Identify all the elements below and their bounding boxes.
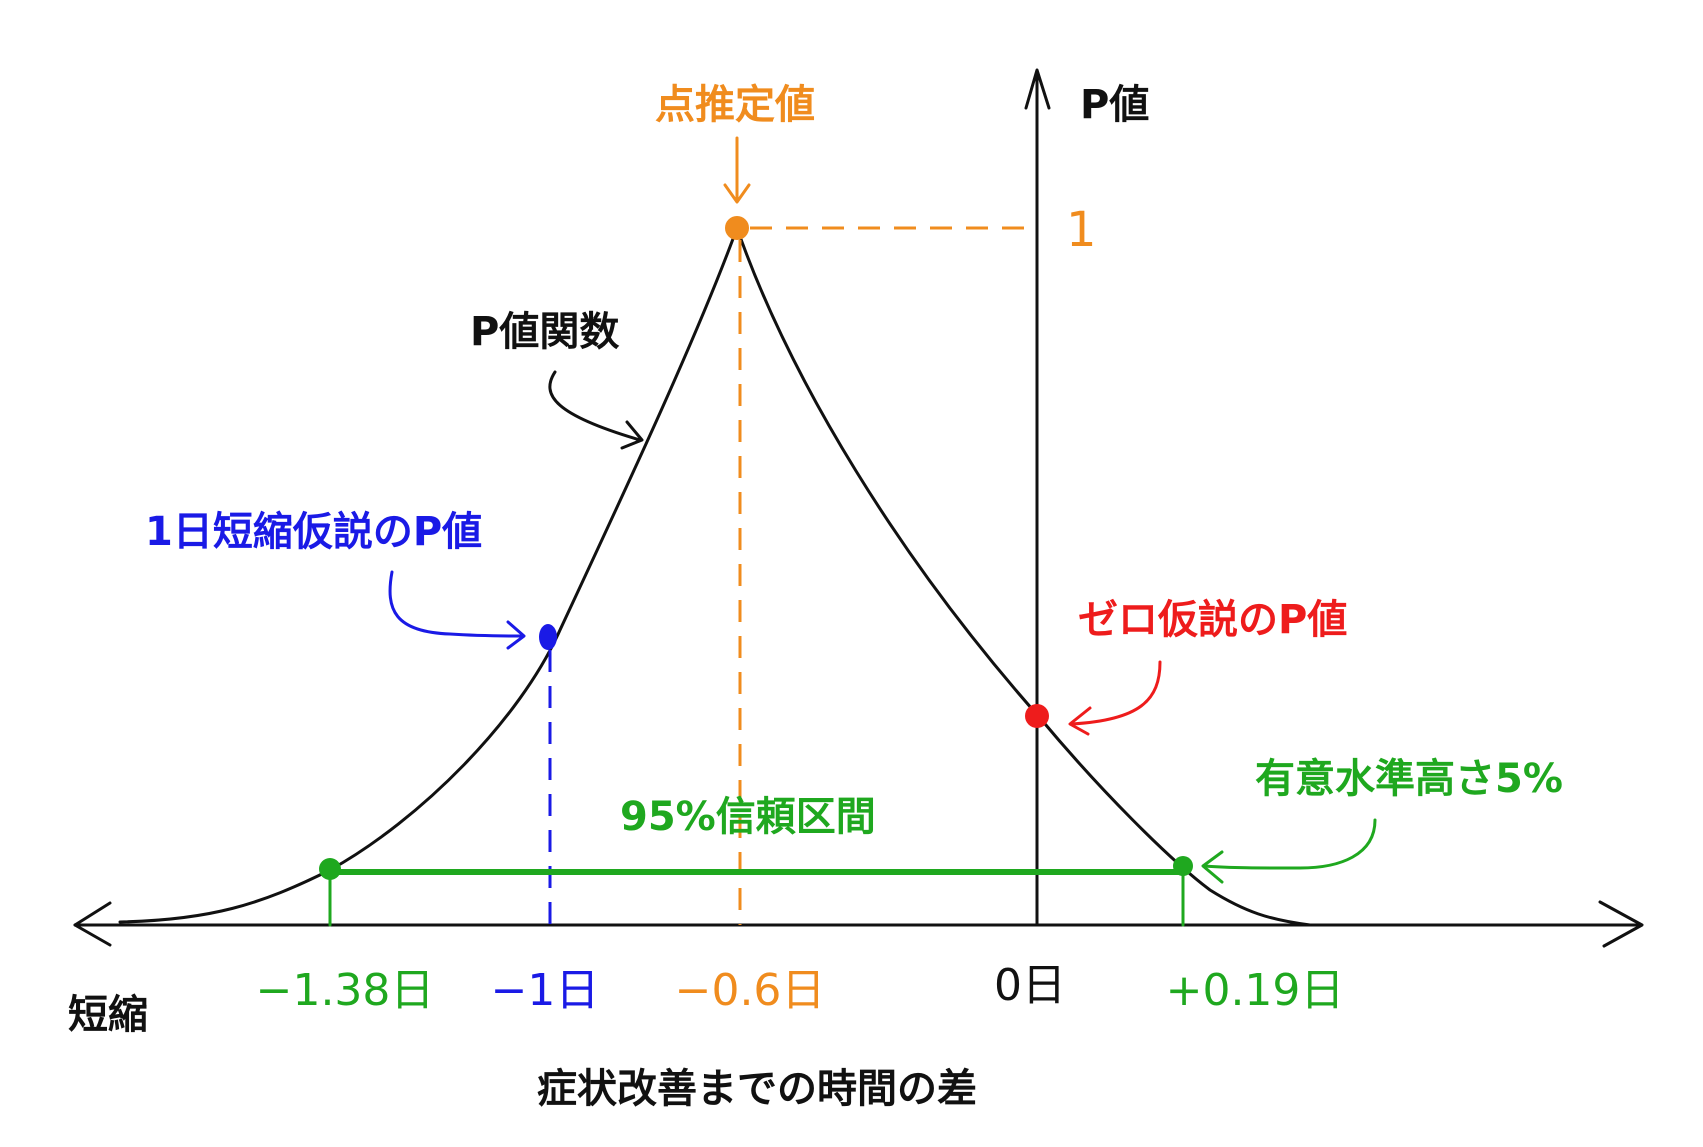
x-axis-left-arrow-icon	[73, 901, 112, 947]
y-axis	[1024, 68, 1051, 927]
point-estimate-dot	[725, 216, 749, 240]
ci-tick-lines	[328, 870, 1185, 927]
shortening-label: 短縮	[68, 992, 148, 1038]
x-axis	[73, 900, 1644, 948]
y-tick-one: 1	[1066, 202, 1097, 258]
significance-level-label: 有意水準高さ5%	[1255, 756, 1563, 802]
ci-upper-dot	[1173, 856, 1193, 876]
p-value-function-arrow-icon	[548, 370, 644, 450]
y-axis-up-arrow-icon	[1024, 68, 1051, 110]
tick-one-day: −1日	[491, 965, 600, 1016]
ci-lower-dot	[319, 858, 341, 880]
one-day-arrow-icon	[388, 570, 526, 650]
null-hypothesis-dot	[1025, 704, 1049, 728]
tick-ci-upper: +0.19日	[1166, 965, 1345, 1016]
point-estimate-guides	[738, 226, 1037, 925]
x-axis-label: 症状改善までの時間の差	[537, 1066, 977, 1112]
tick-estimate: −0.6日	[675, 965, 826, 1016]
p-value-function-label: P値関数	[470, 309, 619, 355]
tick-ci-lower: −1.38日	[256, 965, 435, 1016]
point-estimate-label: 点推定値	[655, 82, 815, 128]
null-hypothesis-label: ゼロ仮説のP値	[1078, 597, 1347, 643]
y-axis-label: P値	[1080, 82, 1149, 128]
x-axis-right-arrow-icon	[1598, 900, 1644, 948]
null-hypothesis-arrow-icon	[1068, 660, 1162, 736]
one-day-dot	[539, 624, 557, 650]
one-day-hypothesis-label: 1日短縮仮説のP値	[145, 509, 482, 555]
significance-arrow-icon	[1201, 818, 1377, 884]
point-estimate-arrow-icon	[723, 136, 751, 204]
confidence-interval-label: 95%信頼区間	[620, 794, 876, 840]
tick-zero: 0日	[994, 960, 1066, 1011]
